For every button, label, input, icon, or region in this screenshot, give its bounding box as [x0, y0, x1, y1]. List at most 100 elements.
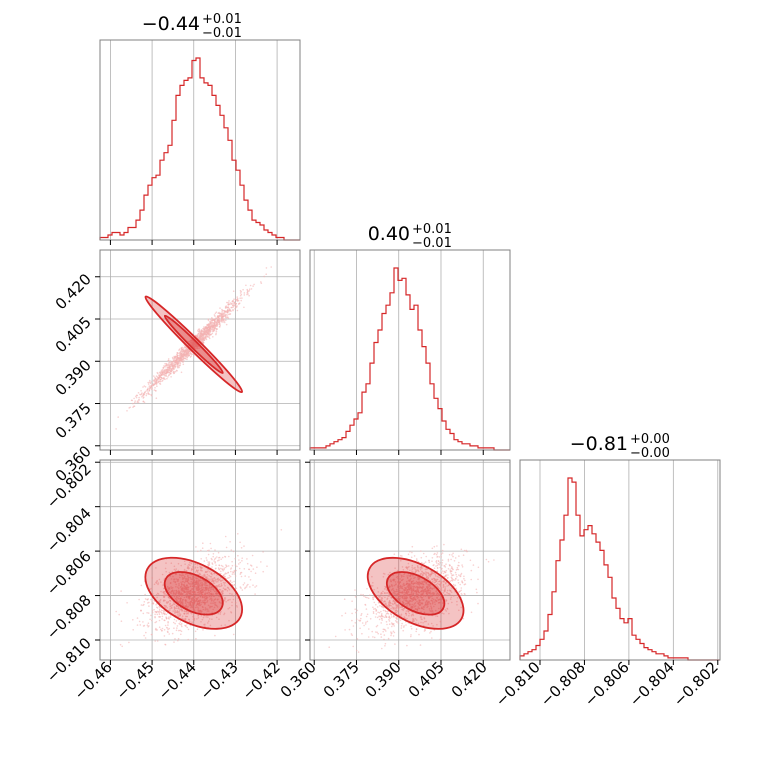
scatter-point-r3c2: [378, 611, 381, 614]
scatter-point-r3c1: [178, 611, 180, 614]
scatter-point-r3c2: [422, 586, 425, 588]
scatter-point-r3c2: [420, 561, 423, 564]
scatter-point-r3c2: [429, 596, 432, 598]
scatter-point-r3c1: [202, 591, 204, 593]
scatter-point-r3c2: [400, 627, 403, 629]
scatter-point-r2c1: [170, 376, 172, 378]
scatter-point-r3c1: [172, 610, 174, 612]
scatter-point-r3c2: [398, 589, 401, 592]
scatter-point-r2c1: [186, 348, 189, 351]
scatter-point-r3c2: [424, 595, 427, 597]
scatter-point-r3c1: [197, 587, 199, 590]
scatter-point-r3c1: [183, 605, 186, 608]
scatter-point-r3c2: [409, 578, 412, 581]
scatter-point-r2c1: [128, 407, 130, 409]
scatter-point-r3c2: [427, 576, 430, 578]
scatter-point-r3c2: [399, 554, 402, 557]
scatter-point-r3c2: [392, 591, 395, 594]
scatter-point-r3c1: [196, 586, 198, 589]
scatter-point-r2c1: [217, 316, 219, 318]
scatter-point-r3c1: [206, 573, 209, 576]
scatter-point-r2c1: [216, 319, 219, 322]
xtick-label-c2-5: 0.420: [448, 658, 491, 701]
scatter-point-r3c2: [385, 612, 388, 615]
scatter-point-r3c1: [176, 625, 179, 627]
scatter-point-r3c1: [205, 589, 208, 591]
scatter-point-r3c2: [351, 634, 354, 636]
scatter-point-r2c1: [218, 326, 221, 328]
scatter-point-r3c2: [384, 642, 387, 645]
scatter-point-r3c1: [140, 584, 143, 587]
scatter-point-r3c1: [180, 586, 182, 588]
scatter-point-r3c2: [413, 582, 415, 585]
scatter-point-r3c2: [430, 605, 432, 607]
scatter-point-r2c1: [133, 405, 136, 408]
scatter-point-r3c2: [402, 629, 405, 632]
scatter-point-r2c1: [219, 307, 221, 309]
scatter-point-r2c1: [210, 318, 212, 321]
scatter-point-r3c1: [216, 556, 218, 558]
scatter-point-r3c1: [144, 637, 147, 639]
scatter-point-r2c1: [207, 331, 209, 334]
scatter-point-r3c2: [452, 574, 455, 576]
scatter-point-r3c2: [477, 566, 480, 569]
scatter-point-r3c2: [429, 590, 432, 592]
xtick-label-c1-5: −0.42: [239, 658, 284, 703]
scatter-point-r3c1: [192, 604, 194, 607]
scatter-point-r3c1: [182, 602, 184, 604]
scatter-point-r2c1: [179, 352, 182, 355]
scatter-point-r3c2: [422, 622, 424, 624]
scatter-point-r3c1: [158, 613, 161, 616]
scatter-point-r3c1: [227, 586, 229, 589]
scatter-point-r3c2: [385, 602, 387, 605]
scatter-point-r3c2: [354, 596, 357, 598]
scatter-point-r3c1: [220, 591, 222, 594]
scatter-point-r3c1: [221, 592, 224, 594]
scatter-point-r3c2: [460, 592, 463, 595]
scatter-point-r3c2: [436, 582, 439, 585]
scatter-point-r3c1: [200, 621, 202, 623]
scatter-point-r3c2: [415, 619, 418, 621]
scatter-point-r3c2: [380, 633, 382, 635]
scatter-point-r3c1: [160, 611, 162, 613]
scatter-point-r3c1: [201, 601, 203, 604]
scatter-point-r3c2: [383, 616, 386, 619]
scatter-point-r3c2: [470, 611, 473, 614]
scatter-point-r2c1: [172, 357, 174, 360]
scatter-point-r3c2: [431, 560, 433, 562]
scatter-point-r3c2: [410, 556, 413, 559]
scatter-point-r3c1: [145, 631, 147, 634]
scatter-point-r3c1: [179, 598, 182, 600]
scatter-point-r2c1: [138, 399, 140, 402]
scatter-point-r3c1: [178, 594, 180, 596]
scatter-point-r3c2: [416, 588, 419, 591]
scatter-point-r3c2: [431, 547, 434, 550]
scatter-point-r3c2: [449, 589, 451, 591]
scatter-point-r3c2: [451, 580, 454, 582]
scatter-point-r2c1: [232, 305, 235, 308]
scatter-point-r3c1: [198, 588, 201, 590]
scatter-point-r3c2: [367, 597, 370, 599]
scatter-point-r3c2: [434, 609, 437, 612]
scatter-point-r3c2: [408, 575, 410, 577]
scatter-point-r2c1: [166, 363, 168, 366]
scatter-point-r3c2: [409, 550, 411, 553]
scatter-point-r2c1: [203, 339, 206, 342]
scatter-point-r2c1: [147, 391, 149, 393]
scatter-point-r2c1: [206, 323, 208, 326]
scatter-point-r2c1: [172, 365, 175, 368]
scatter-point-r2c1: [223, 315, 225, 317]
scatter-point-r3c2: [464, 579, 466, 582]
scatter-point-r3c2: [416, 600, 418, 603]
scatter-point-r2c1: [149, 379, 151, 382]
scatter-point-r3c1: [213, 560, 215, 562]
scatter-point-r3c1: [199, 596, 202, 598]
scatter-point-r3c2: [444, 587, 447, 590]
scatter-point-r3c2: [403, 593, 406, 596]
scatter-point-r3c1: [146, 598, 148, 601]
scatter-point-r2c1: [177, 352, 179, 354]
scatter-point-r3c2: [487, 560, 490, 563]
scatter-point-r3c1: [220, 564, 223, 567]
scatter-point-r3c1: [183, 581, 186, 584]
scatter-point-r3c2: [426, 589, 429, 591]
